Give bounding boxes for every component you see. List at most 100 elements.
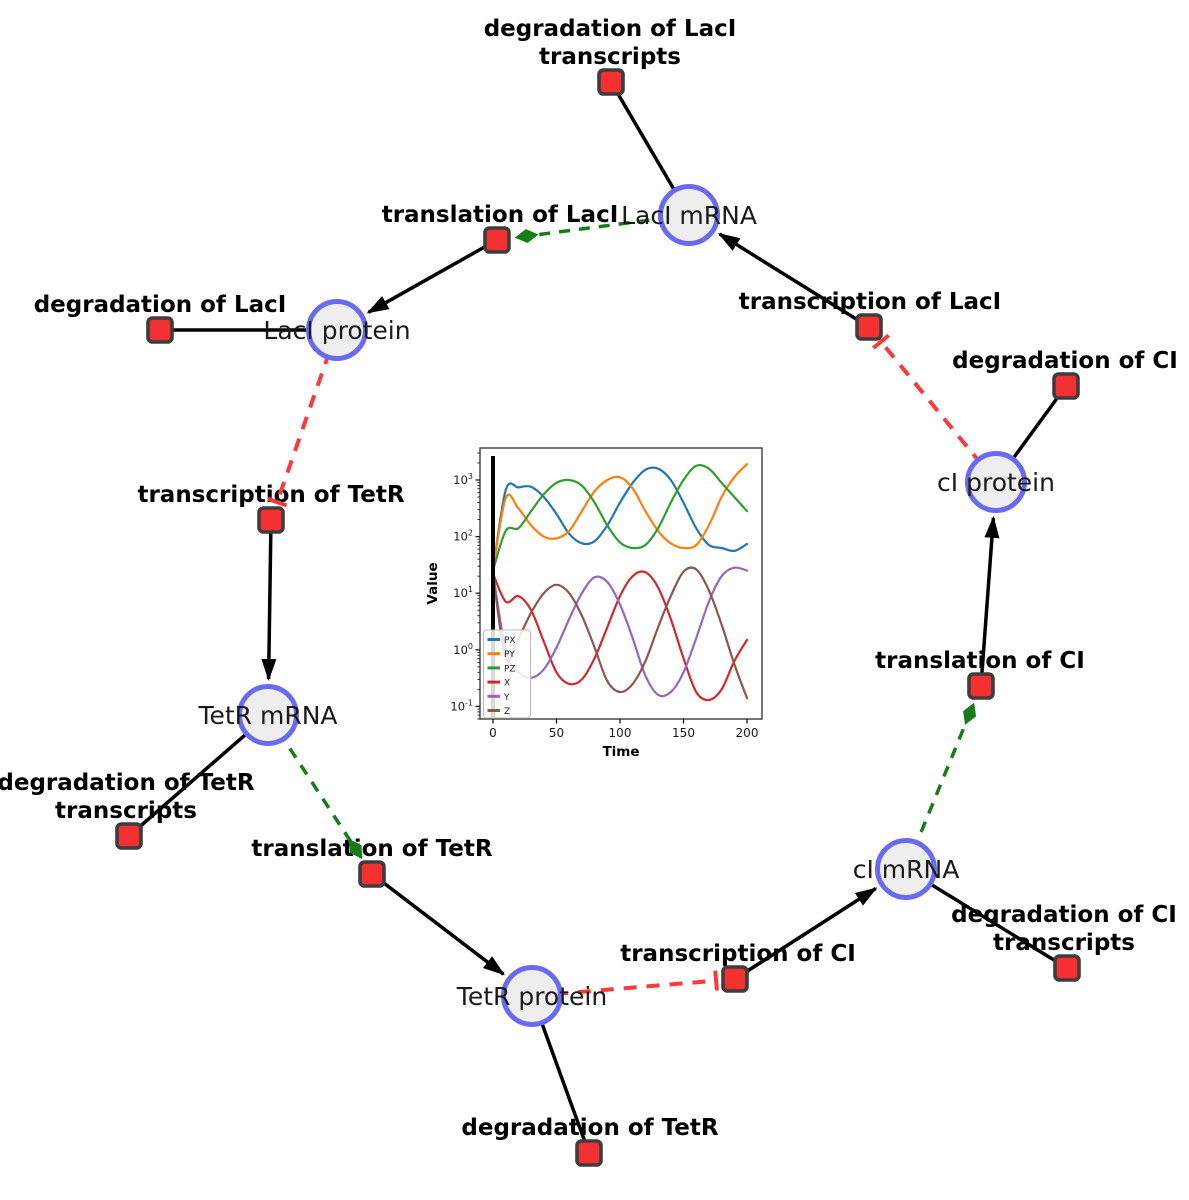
species-circle-tetr_mrna	[237, 684, 299, 746]
y-tick-label-10e0: 100	[453, 642, 473, 657]
chart-frame	[479, 447, 763, 720]
reaction-labels-layer: degradation of LacItranscriptstranslatio…	[0, 16, 1178, 1141]
reaction-square-deg_laci_tx	[597, 68, 625, 96]
species-circle-laci_protein	[306, 299, 368, 361]
reaction-square-transcription_laci	[855, 313, 883, 341]
reaction-node-deg_laci	[146, 316, 174, 344]
reaction-label-deg_tetr_tx: degradation of TetR	[0, 770, 255, 796]
series-line-Z	[491, 566, 749, 700]
legend-label-PZ: PZ	[504, 664, 516, 674]
x-tick-label-100: 100	[609, 726, 632, 740]
species-node-ci_mrna	[875, 838, 937, 900]
species-label-laci_mrna: LacI mRNA	[621, 201, 757, 230]
y-axis-label: Value	[425, 562, 441, 604]
legend-entry-PX: PX	[487, 636, 516, 646]
reaction-label-translation_ci: translation of CI	[875, 648, 1085, 674]
reaction-label-deg_laci_tx: transcripts	[539, 44, 681, 70]
reaction-square-translation_ci	[967, 672, 995, 700]
legend-entry-Y: Y	[487, 693, 510, 703]
species-node-laci_mrna	[658, 184, 720, 246]
series-line-Y	[491, 566, 749, 698]
species-circle-tetr_protein	[501, 965, 563, 1027]
chart-series-layer	[491, 463, 749, 702]
y-tick-label-10e3: 103	[453, 472, 473, 487]
species-label-tetr_mrna: TetR mRNA	[197, 701, 337, 730]
legend-entry-X: X	[487, 679, 510, 689]
reaction-node-deg_tetr_tx	[115, 822, 143, 850]
species-node-tetr_protein	[501, 965, 563, 1027]
reaction-square-deg_ci	[1052, 372, 1080, 400]
reaction-label-deg_ci: degradation of CI	[952, 348, 1178, 374]
series-line-PX	[491, 466, 749, 572]
reaction-node-translation_laci	[483, 226, 511, 254]
legend-label-Y: Y	[503, 693, 510, 703]
edge-production-translation_laci-laci_protein	[366, 238, 498, 314]
species-node-ci_protein	[965, 451, 1027, 513]
nodes-layer	[115, 68, 1081, 1167]
legend-label-PY: PY	[504, 650, 515, 660]
reaction-label-transcription_tetr: transcription of TetR	[137, 482, 404, 508]
reaction-label-transcription_ci: transcription of CI	[620, 941, 856, 967]
reaction-node-transcription_tetr	[257, 506, 285, 534]
reaction-label-deg_tetr: degradation of TetR	[461, 1115, 718, 1141]
x-axis-label: Time	[602, 744, 639, 760]
reaction-node-deg_tetr	[575, 1139, 603, 1167]
legend-entry-PY: PY	[487, 650, 515, 660]
species-label-laci_protein: LacI protein	[263, 316, 410, 345]
x-tick-label-150: 150	[672, 726, 695, 740]
time-course-inset-chart: 0 50 100 150 200 10-1 100 101 102 103 Time Value PX P…	[425, 447, 763, 760]
reaction-node-transcription_ci	[721, 965, 749, 993]
species-circle-ci_mrna	[875, 838, 937, 900]
edge-production-transcription_laci-laci_mrna	[717, 232, 870, 329]
species-label-ci_protein: cI protein	[937, 468, 1055, 497]
x-axis-ticks: 0 50 100 150 200	[489, 719, 758, 740]
reaction-node-deg_ci_tx	[1053, 954, 1081, 982]
species-node-tetr_mrna	[237, 684, 299, 746]
reaction-node-transcription_laci	[855, 313, 883, 341]
edge-production-translation_tetr-tetr_protein	[370, 872, 505, 976]
reaction-node-deg_laci_tx	[597, 68, 625, 96]
reaction-node-deg_ci	[1052, 372, 1080, 400]
reaction-label-deg_laci: degradation of LacI	[34, 292, 287, 318]
edge-consumption-ci_mrna-deg_ci_tx	[905, 867, 1068, 970]
reaction-square-deg_laci	[146, 316, 174, 344]
reaction-label-deg_laci_tx: degradation of LacI	[484, 16, 737, 42]
reaction-node-translation_ci	[967, 672, 995, 700]
reaction-label-transcription_laci: transcription of LacI	[739, 289, 1002, 315]
reaction-square-translation_laci	[483, 226, 511, 254]
y-tick-label-10e2: 102	[453, 529, 473, 544]
series-line-PY	[491, 463, 749, 572]
legend-label-Z: Z	[504, 707, 510, 717]
edge-production-translation_ci-ci_protein	[979, 515, 1000, 687]
x-tick-label-200: 200	[736, 726, 759, 740]
edge-production-transcription_ci-ci_mrna	[734, 887, 878, 981]
series-line-X	[491, 570, 749, 702]
y-tick-label-10e-1: 10-1	[450, 698, 473, 713]
species-labels-layer: LacI mRNA LacI protein TetR mRNA TetR prote…	[197, 201, 1055, 1011]
x-tick-label-50: 50	[549, 726, 564, 740]
legend-label-X: X	[504, 679, 510, 689]
reaction-square-deg_tetr	[575, 1139, 603, 1167]
y-tick-label-10e1: 101	[453, 585, 473, 600]
species-label-ci_mrna: cI mRNA	[853, 855, 960, 884]
reaction-square-transcription_tetr	[257, 506, 285, 534]
reaction-label-deg_tetr_tx: transcripts	[55, 798, 197, 824]
legend-entry-PZ: PZ	[487, 664, 516, 674]
species-circle-ci_protein	[965, 451, 1027, 513]
reaction-square-deg_ci_tx	[1053, 954, 1081, 982]
legend-label-PX: PX	[504, 636, 516, 646]
species-circle-laci_mrna	[658, 184, 720, 246]
reaction-label-translation_tetr: translation of TetR	[251, 836, 492, 862]
species-label-tetr_protein: TetR protein	[456, 982, 607, 1011]
reaction-square-transcription_ci	[721, 965, 749, 993]
x-tick-label-0: 0	[489, 726, 497, 740]
y-axis-ticks: 10-1 100 101 102 103	[450, 452, 480, 720]
reaction-square-deg_tetr_tx	[115, 822, 143, 850]
reaction-label-deg_ci_tx: degradation of CI	[951, 902, 1177, 928]
reaction-square-translation_tetr	[358, 860, 386, 888]
legend-entry-Z: Z	[487, 707, 510, 717]
reaction-label-deg_ci_tx: transcripts	[993, 930, 1135, 956]
reaction-node-translation_tetr	[358, 860, 386, 888]
